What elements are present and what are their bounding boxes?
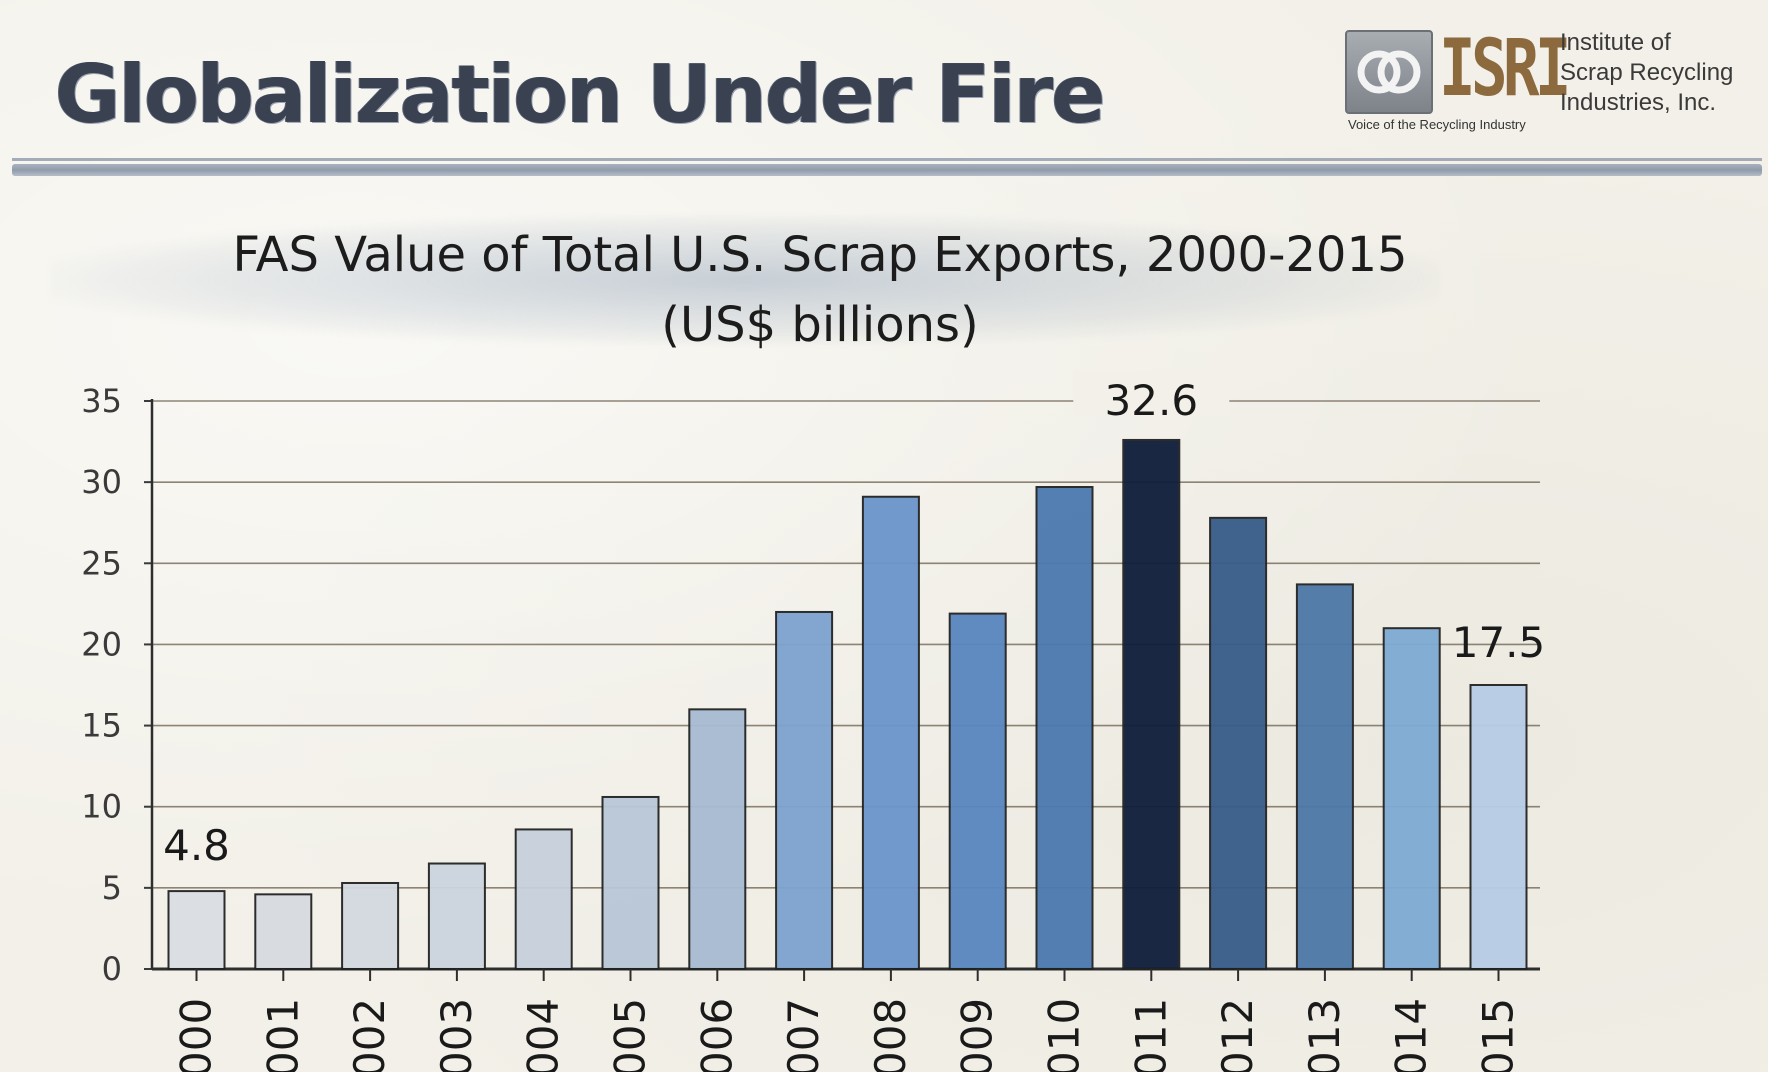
bar-2008 [861,495,920,970]
bar-2009 [948,612,1007,970]
x-tick-label: 010 [1040,998,1089,1072]
x-tick-label: 013 [1300,998,1349,1072]
x-tick-label: 006 [692,998,741,1072]
x-tick-label: 000 [172,998,221,1072]
header-rule-thin [12,158,1762,161]
header-rule-thick [12,164,1762,176]
x-tick-label: 012 [1213,998,1262,1072]
data-label: 17.5 [1452,618,1546,667]
isri-emblem-icon [1345,30,1433,114]
org-name-line: Industries, Inc. [1560,89,1717,116]
x-tick-label: 011 [1126,998,1175,1072]
bar-2004 [514,828,573,970]
org-name-line: Scrap Recycling [1560,59,1734,86]
title-watercolor-wash [50,215,1440,345]
x-tick-label: 003 [432,998,481,1072]
y-tick-label: 25 [81,544,122,582]
y-tick-label: 20 [81,625,122,663]
y-tick-label: 15 [81,707,122,745]
y-tick-label: 0 [102,950,122,988]
data-label: 32.6 [1105,376,1199,425]
y-tick-label: 5 [102,869,122,907]
page-title: Globalization Under Fire [55,48,1106,141]
bar-2002 [341,881,400,971]
bar-2011 [1122,438,1181,971]
x-tick-label: 001 [258,998,307,1072]
bar-2013 [1295,583,1354,971]
organization-name: Institute of Scrap Recycling Industries,… [1560,28,1760,118]
data-label-background [1073,371,1230,415]
x-tick-label: 009 [953,998,1002,1072]
bar-2000 [167,890,226,970]
chart-title-line: FAS Value of Total U.S. Scrap Exports, 2… [232,227,1408,283]
x-tick-label: 002 [345,998,394,1072]
bar-2015 [1469,684,1528,970]
org-name-line: Institute of [1560,29,1671,56]
chart-title: FAS Value of Total U.S. Scrap Exports, 2… [200,220,1440,360]
x-tick-label: 015 [1474,998,1523,1072]
bar-2003 [427,862,486,970]
x-tick-label: 004 [519,998,568,1072]
y-tick-label: 35 [81,382,122,420]
bar-2006 [688,708,747,970]
chart-subtitle-line: (US$ billions) [661,297,979,353]
x-tick-label: 007 [779,998,828,1072]
bar-2010 [1035,486,1094,970]
x-tick-label: 014 [1387,998,1436,1072]
bar-2005 [601,795,660,971]
x-tick-label: 008 [866,998,915,1072]
y-tick-label: 30 [81,463,122,501]
bar-2001 [254,893,313,970]
data-label: 4.8 [163,821,230,870]
bar-2012 [1209,516,1268,970]
bar-2014 [1382,627,1441,970]
bar-2007 [775,610,834,970]
isri-logo-text: ISRI [1439,24,1571,114]
y-tick-label: 10 [81,788,122,826]
isri-tagline: Voice of the Recycling Industry [1348,117,1526,132]
x-tick-label: 005 [606,998,655,1072]
